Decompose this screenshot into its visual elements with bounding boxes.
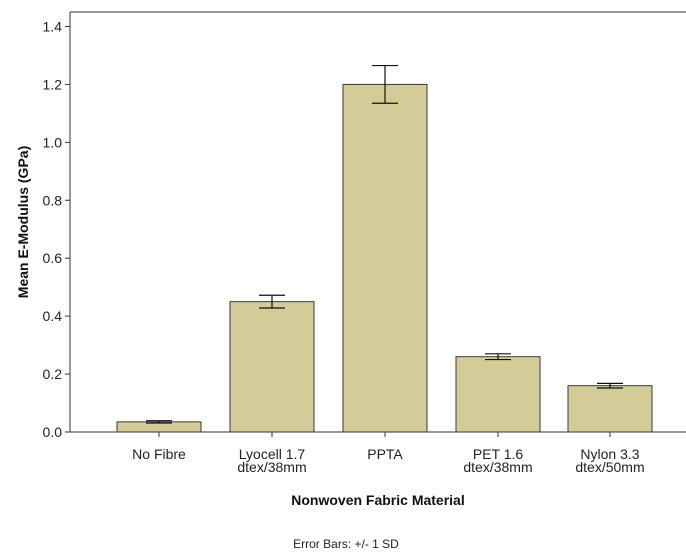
x-tick-label: Nylon 3.3 <box>580 446 639 462</box>
error-bars-footnote: Error Bars: +/- 1 SD <box>293 537 399 551</box>
bars-group <box>116 83 653 433</box>
y-tick-label: 1.0 <box>43 134 63 150</box>
x-tick-label: PPTA <box>367 446 403 462</box>
y-tick-label: 0.8 <box>43 192 63 208</box>
x-axis-title: Nonwoven Fabric Material <box>291 492 464 508</box>
y-axis-title: Mean E-Modulus (GPa) <box>15 146 31 298</box>
x-tick-label: dtex/38mm <box>463 459 532 475</box>
error-bars-group <box>146 64 623 424</box>
y-ticks-group: 0.0 0.2 0.4 0.6 0.8 1.0 1.2 1.4 <box>43 18 70 440</box>
x-tick-label: No Fibre <box>132 446 186 462</box>
bar <box>567 385 653 433</box>
y-tick-label: 0.4 <box>43 308 63 324</box>
x-tick-label: dtex/38mm <box>237 459 306 475</box>
bar <box>455 356 541 433</box>
x-tick-label: Lyocell 1.7 <box>239 446 306 462</box>
y-tick-label: 0.2 <box>43 366 63 382</box>
bar <box>229 301 315 433</box>
y-tick-label: 0.6 <box>43 250 63 266</box>
y-tick-label: 0.0 <box>43 424 63 440</box>
x-tick-label: PET 1.6 <box>473 446 524 462</box>
y-tick-label: 1.2 <box>43 76 63 92</box>
x-tick-label: dtex/50mm <box>575 459 644 475</box>
bar <box>342 83 428 433</box>
y-tick-label: 1.4 <box>43 18 63 34</box>
